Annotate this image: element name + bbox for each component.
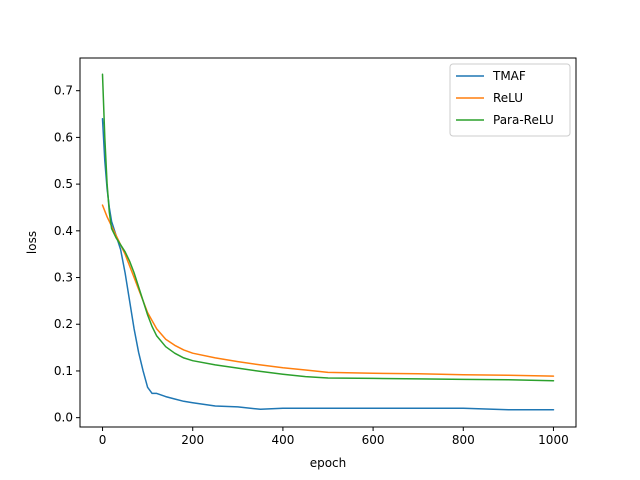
legend-box [449, 63, 571, 137]
series-line-para-relu [101, 73, 555, 382]
plot-area-frame [79, 57, 577, 428]
x-axis-ticks: 0 200 400 600 800 1000 [99, 427, 569, 447]
series-lines [101, 73, 555, 411]
y-axis-ticks: 0.0 0.1 0.2 0.3 0.4 0.5 0.6 0.7 [54, 84, 80, 425]
x-tick-label: 0 [99, 433, 107, 447]
x-tick-label: 400 [271, 433, 294, 447]
y-tick-label: 0.5 [54, 177, 73, 191]
x-tick-label: 800 [452, 433, 475, 447]
x-tick-label: 1000 [538, 433, 569, 447]
y-axis-label: loss [25, 231, 39, 254]
legend-label: TMAF [492, 69, 526, 83]
y-tick-label: 0.2 [54, 317, 73, 331]
y-tick-label: 0.0 [54, 411, 73, 425]
y-tick-label: 0.3 [54, 271, 73, 285]
x-axis-label: epoch [310, 456, 347, 470]
y-tick-label: 0.4 [54, 224, 73, 238]
legend: TMAF ReLU Para-ReLU [449, 63, 571, 137]
legend-label: Para-ReLU [493, 113, 554, 127]
legend-label: ReLU [493, 91, 523, 105]
x-tick-label: 600 [362, 433, 385, 447]
series-line-tmaf [101, 117, 555, 411]
x-tick-label: 200 [181, 433, 204, 447]
y-tick-label: 0.6 [54, 130, 73, 144]
y-tick-label: 0.7 [54, 84, 73, 98]
y-tick-label: 0.1 [54, 364, 73, 378]
